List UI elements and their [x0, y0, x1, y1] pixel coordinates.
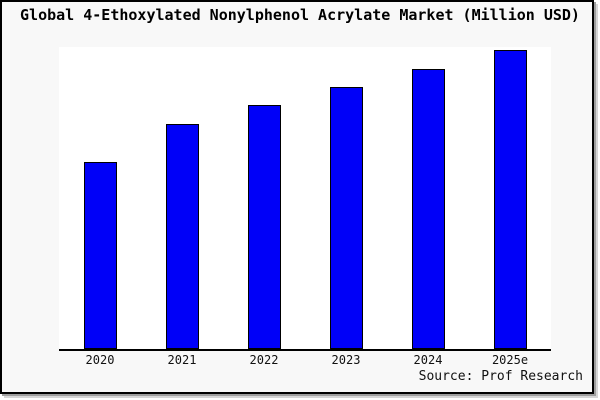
- x-tick-label-2021: 2021: [167, 353, 197, 367]
- bar-2020: [84, 162, 117, 349]
- x-tick-label-2024: 2024: [413, 353, 443, 367]
- bar-2024: [412, 69, 445, 349]
- chart-title: Global 4-Ethoxylated Nonylphenol Acrylat…: [20, 6, 580, 24]
- bar-2025e: [494, 50, 527, 349]
- x-tick-label-2020: 2020: [85, 353, 115, 367]
- source-credit: Source: Prof Research: [418, 369, 583, 384]
- bar-2022: [248, 105, 281, 349]
- bar-2023: [330, 87, 363, 349]
- x-axis-labels: 2020 2021 2022 2023 2024 2025e: [59, 353, 551, 367]
- x-tick-label-2022: 2022: [249, 353, 279, 367]
- bar-2021: [166, 124, 199, 349]
- plot-area: [59, 47, 551, 351]
- x-tick-label-2025e: 2025e: [491, 353, 529, 367]
- x-tick-label-2023: 2023: [331, 353, 361, 367]
